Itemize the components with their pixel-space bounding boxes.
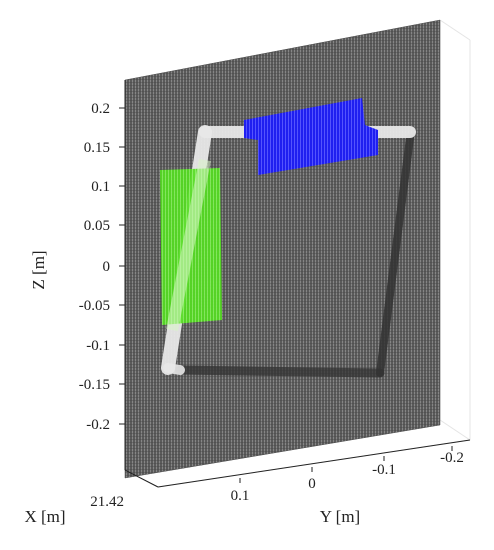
z-axis-label: Z [m] xyxy=(29,250,48,289)
y-tick-label: -0.2 xyxy=(440,450,464,466)
y-tick-labels: 0.1 0 -0.1 -0.2 xyxy=(231,450,464,504)
z-tick-label: -0.1 xyxy=(86,338,110,354)
z-tick-label: 0.05 xyxy=(84,218,110,234)
z-tick-label: -0.2 xyxy=(86,417,110,433)
y-axis-label: Y [m] xyxy=(320,507,360,526)
z-tick-label: 0.2 xyxy=(91,101,110,117)
z-tick-label: 0 xyxy=(103,259,111,275)
x-tick-label: 21.42 xyxy=(90,494,124,510)
z-tick-label: -0.05 xyxy=(79,298,110,314)
y-tick-marks xyxy=(239,446,453,483)
z-tick-label: 0.1 xyxy=(91,179,110,195)
y-tick-label: 0.1 xyxy=(231,488,250,504)
x-axis-label: X [m] xyxy=(24,507,65,526)
z-tick-marks xyxy=(119,107,125,425)
y-tick-label: 0 xyxy=(308,476,316,492)
frame-shadow xyxy=(175,134,414,378)
z-tick-label: 0.15 xyxy=(84,140,110,156)
y-axis-line xyxy=(157,439,471,488)
z-tick-labels: 0.2 0.15 0.1 0.05 0 -0.05 -0.1 -0.15 -0.… xyxy=(79,101,110,433)
y-tick-label: -0.1 xyxy=(372,462,396,478)
green-overlap-highlight xyxy=(166,158,211,332)
z-tick-label: -0.15 xyxy=(79,377,110,393)
blue-region xyxy=(244,98,378,175)
x-axis-line xyxy=(124,469,159,488)
